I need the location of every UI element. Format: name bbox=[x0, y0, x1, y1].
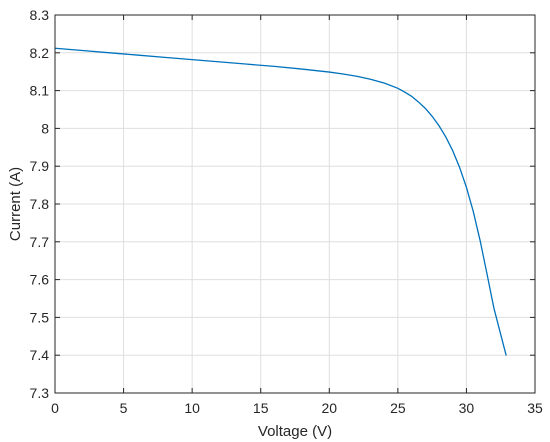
x-tick-label: 20 bbox=[321, 400, 337, 416]
y-axis-label: Current (A) bbox=[7, 167, 24, 241]
y-tick-label: 7.6 bbox=[30, 272, 50, 288]
x-tick-label: 30 bbox=[459, 400, 475, 416]
x-axis-label: Voltage (V) bbox=[258, 423, 332, 440]
y-tick-labels: 7.3 7.4 7.5 7.6 7.7 7.8 7.9 8 8.1 8.2 8.3 bbox=[30, 7, 50, 401]
ticks bbox=[54, 14, 536, 394]
series-layer bbox=[54, 47, 507, 356]
x-tick-label: 15 bbox=[253, 400, 269, 416]
y-tick-label: 8 bbox=[41, 120, 49, 136]
x-tick-labels: 0 5 10 15 20 25 30 35 bbox=[51, 400, 543, 416]
x-tick-label: 25 bbox=[390, 400, 406, 416]
x-tick-label: 0 bbox=[51, 400, 59, 416]
y-tick-label: 8.2 bbox=[30, 45, 50, 61]
y-tick-label: 7.4 bbox=[30, 347, 50, 363]
y-tick-label: 8.1 bbox=[30, 83, 50, 99]
y-tick-label: 7.7 bbox=[30, 234, 50, 250]
y-tick-label: 7.8 bbox=[30, 196, 50, 212]
y-tick-label: 8.3 bbox=[30, 7, 50, 23]
y-tick-label: 7.3 bbox=[30, 385, 50, 401]
y-tick-label: 7.5 bbox=[30, 309, 50, 325]
series-line bbox=[54, 47, 507, 356]
x-tick-label: 10 bbox=[184, 400, 200, 416]
x-tick-label: 35 bbox=[527, 400, 543, 416]
x-tick-label: 5 bbox=[120, 400, 128, 416]
y-tick-label: 7.9 bbox=[30, 158, 50, 174]
